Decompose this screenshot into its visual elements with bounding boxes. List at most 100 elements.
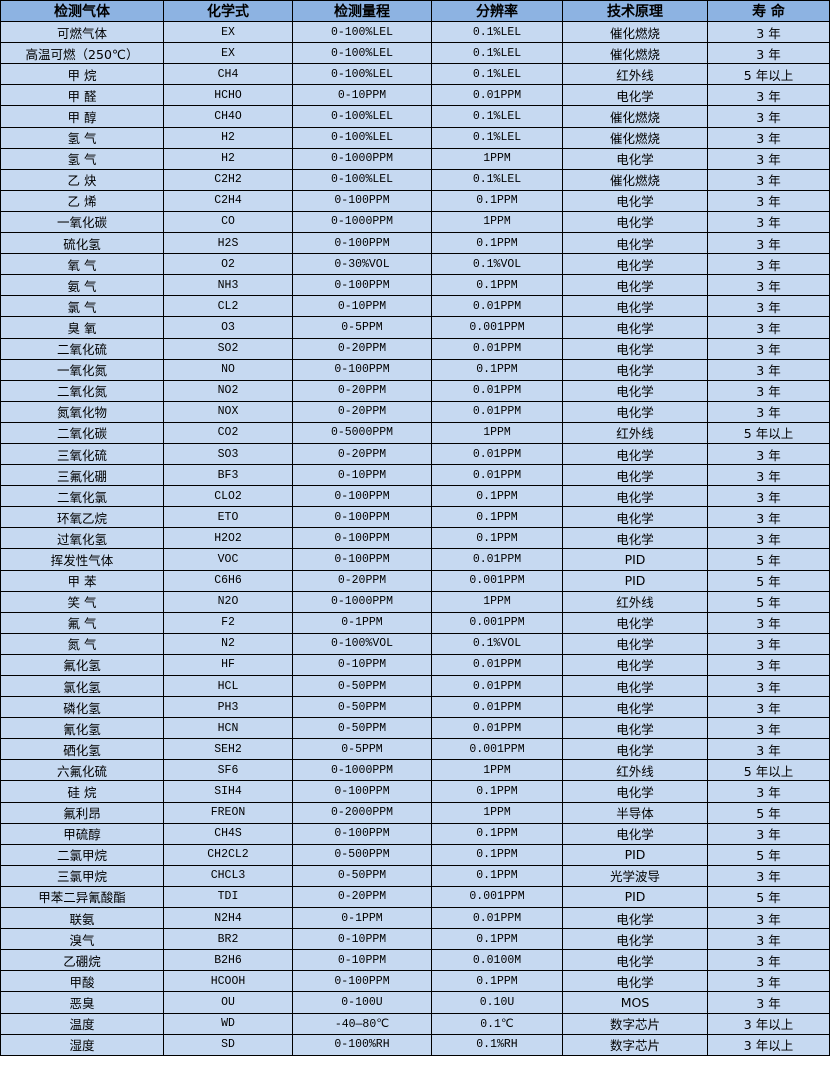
cell-gas: 二氯甲烷 xyxy=(0,843,164,866)
cell-formula: N2 xyxy=(163,632,293,655)
cell-resolution: 0.1PPM xyxy=(431,189,563,212)
cell-principle: 电化学 xyxy=(562,442,708,466)
cell-resolution: 0.1%VOL xyxy=(431,253,563,276)
table-row: 笑 气 N2O 0-1000PPM 1PPM 红外线 5 年 xyxy=(0,590,830,613)
cell-principle: 光学波导 xyxy=(562,864,708,887)
cell-formula: FREON xyxy=(163,801,293,824)
table-row: 环氧乙烷 ETO 0-100PPM 0.1PPM 电化学 3 年 xyxy=(0,506,830,529)
cell-range: 0-1000PPM xyxy=(292,590,432,613)
cell-gas: 一氧化碳 xyxy=(0,210,164,234)
cell-principle: 电化学 xyxy=(562,147,708,170)
table-row: 甲 烷 CH4 0-100%LEL 0.1%LEL 红外线 5 年以上 xyxy=(0,63,830,86)
table-row: 三氟化硼 BF3 0-10PPM 0.01PPM 电化学 3 年 xyxy=(0,464,830,487)
cell-formula: TDI xyxy=(163,885,293,909)
cell-formula: C2H4 xyxy=(163,189,293,212)
cell-range: 0-1000PPM xyxy=(292,147,432,170)
table-row: 乙 炔 C2H2 0-100%LEL 0.1%LEL 催化燃烧 3 年 xyxy=(0,168,830,191)
cell-resolution: 1PPM xyxy=(431,421,563,444)
cell-formula: C6H6 xyxy=(163,569,293,592)
cell-range: -40—80℃ xyxy=(292,1012,432,1035)
cell-gas: 氯化氢 xyxy=(0,674,164,698)
header-gas: 检测气体 xyxy=(0,0,164,23)
cell-gas: 硅 烷 xyxy=(0,780,164,803)
table-row: 乙硼烷 B2H6 0-10PPM 0.0100M 电化学 3 年 xyxy=(0,949,830,972)
cell-gas: 磷化氢 xyxy=(0,696,164,719)
cell-formula: SIH4 xyxy=(163,780,293,803)
cell-lifespan: 3 年 xyxy=(707,780,830,803)
table-row: 三氧化硫 SO3 0-20PPM 0.01PPM 电化学 3 年 xyxy=(0,442,830,466)
cell-lifespan: 3 年 xyxy=(707,738,830,761)
cell-resolution: 0.01PPM xyxy=(431,84,563,107)
cell-gas: 二氧化氯 xyxy=(0,485,164,508)
cell-lifespan: 5 年以上 xyxy=(707,759,830,782)
table-row: 硫化氢 H2S 0-100PPM 0.1PPM 电化学 3 年 xyxy=(0,232,830,255)
table-row: 氢 气 H2 0-100%LEL 0.1%LEL 催化燃烧 3 年 xyxy=(0,126,830,149)
cell-principle: 电化学 xyxy=(562,358,708,381)
cell-formula: F2 xyxy=(163,611,293,634)
cell-gas: 氨 气 xyxy=(0,274,164,297)
cell-principle: PID xyxy=(562,885,708,909)
cell-principle: 红外线 xyxy=(562,63,708,86)
cell-lifespan: 3 年 xyxy=(707,147,830,170)
cell-lifespan: 3 年 xyxy=(707,379,830,402)
cell-range: 0-5000PPM xyxy=(292,421,432,444)
cell-lifespan: 3 年 xyxy=(707,84,830,107)
table-row: 甲硫醇 CH4S 0-100PPM 0.1PPM 电化学 3 年 xyxy=(0,822,830,845)
table-row: 温度 WD -40—80℃ 0.1℃ 数字芯片 3 年以上 xyxy=(0,1012,830,1035)
cell-formula: HCL xyxy=(163,674,293,698)
cell-range: 0-100%VOL xyxy=(292,632,432,655)
cell-lifespan: 5 年 xyxy=(707,548,830,571)
cell-lifespan: 3 年 xyxy=(707,632,830,655)
cell-formula: HCHO xyxy=(163,84,293,107)
table-row: 氟化氢 HF 0-10PPM 0.01PPM 电化学 3 年 xyxy=(0,653,830,677)
cell-resolution: 0.1%LEL xyxy=(431,42,563,65)
cell-range: 0-100PPM xyxy=(292,358,432,381)
cell-formula: VOC xyxy=(163,548,293,571)
cell-gas: 高温可燃（250℃） xyxy=(0,42,164,65)
cell-range: 0-20PPM xyxy=(292,337,432,360)
cell-lifespan: 3 年 xyxy=(707,168,830,191)
cell-lifespan: 5 年 xyxy=(707,801,830,824)
cell-resolution: 0.01PPM xyxy=(431,442,563,466)
table-row: 溴气 BR2 0-10PPM 0.1PPM 电化学 3 年 xyxy=(0,928,830,951)
table-row: 甲 醛 HCHO 0-10PPM 0.01PPM 电化学 3 年 xyxy=(0,84,830,107)
cell-range: 0-100PPM xyxy=(292,506,432,529)
cell-principle: 电化学 xyxy=(562,506,708,529)
cell-gas: 三氧化硫 xyxy=(0,442,164,466)
cell-formula: N2H4 xyxy=(163,907,293,930)
cell-range: 0-1PPM xyxy=(292,907,432,930)
cell-formula: SEH2 xyxy=(163,738,293,761)
table-row: 可燃气体 EX 0-100%LEL 0.1%LEL 催化燃烧 3 年 xyxy=(0,21,830,44)
cell-formula: NH3 xyxy=(163,274,293,297)
cell-formula: SO2 xyxy=(163,337,293,360)
cell-lifespan: 3 年 xyxy=(707,400,830,423)
cell-formula: CO2 xyxy=(163,421,293,444)
cell-resolution: 0.1%RH xyxy=(431,1033,563,1056)
cell-resolution: 0.01PPM xyxy=(431,717,563,740)
cell-principle: 电化学 xyxy=(562,295,708,318)
header-resolution: 分辨率 xyxy=(431,0,563,23)
cell-resolution: 0.1PPM xyxy=(431,358,563,381)
cell-gas: 氟利昂 xyxy=(0,801,164,824)
table-row: 臭 氧 O3 0-5PPM 0.001PPM 电化学 3 年 xyxy=(0,316,830,339)
cell-gas: 一氧化氮 xyxy=(0,358,164,381)
cell-principle: 半导体 xyxy=(562,801,708,824)
cell-lifespan: 3 年 xyxy=(707,21,830,44)
cell-principle: 电化学 xyxy=(562,780,708,803)
cell-resolution: 0.01PPM xyxy=(431,696,563,719)
cell-gas: 温度 xyxy=(0,1012,164,1035)
cell-lifespan: 3 年以上 xyxy=(707,1033,830,1056)
cell-principle: 电化学 xyxy=(562,210,708,234)
cell-formula: NO2 xyxy=(163,379,293,402)
cell-resolution: 0.1PPM xyxy=(431,928,563,951)
table-row: 六氟化硫 SF6 0-1000PPM 1PPM 红外线 5 年以上 xyxy=(0,759,830,782)
cell-gas: 联氨 xyxy=(0,907,164,930)
table-row: 氟 气 F2 0-1PPM 0.001PPM 电化学 3 年 xyxy=(0,611,830,634)
cell-resolution: 0.1PPM xyxy=(431,822,563,845)
cell-resolution: 0.1PPM xyxy=(431,485,563,508)
table-row: 硅 烷 SIH4 0-100PPM 0.1PPM 电化学 3 年 xyxy=(0,780,830,803)
cell-formula: H2S xyxy=(163,232,293,255)
cell-lifespan: 5 年以上 xyxy=(707,421,830,444)
table-row: 甲酸 HCOOH 0-100PPM 0.1PPM 电化学 3 年 xyxy=(0,970,830,993)
